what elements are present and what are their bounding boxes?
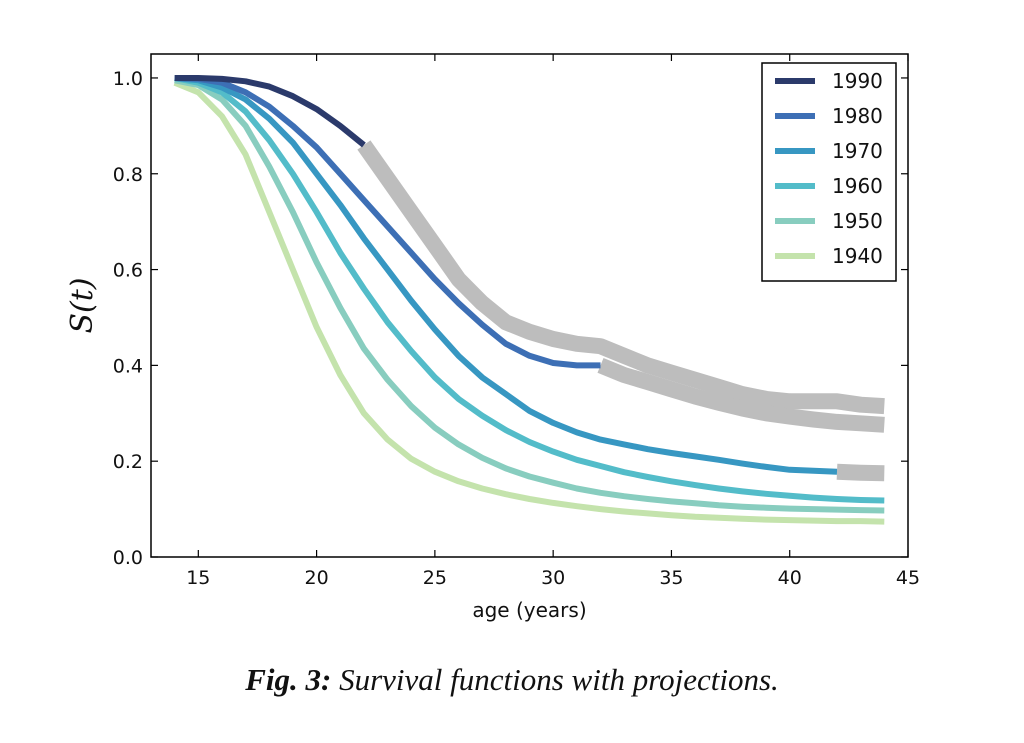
x-tick-label-30: 30 bbox=[541, 567, 565, 589]
caption-prefix: Fig. 3: bbox=[245, 662, 332, 697]
y-tick-label-0.4: 0.4 bbox=[113, 355, 143, 377]
projection-line-1 bbox=[597, 357, 885, 433]
series-line-1990 bbox=[174, 75, 366, 148]
series-line-1980 bbox=[174, 75, 601, 369]
x-tick-label-15: 15 bbox=[186, 567, 210, 589]
x-axis-label: age (years) bbox=[472, 598, 586, 622]
legend-label-1980: 1980 bbox=[832, 104, 883, 128]
legend-label-1940: 1940 bbox=[832, 244, 883, 268]
y-tick-label-0.6: 0.6 bbox=[113, 260, 143, 282]
legend-label-1960: 1960 bbox=[832, 174, 883, 198]
y-tick-label-1: 1.0 bbox=[113, 68, 143, 90]
x-tick-label-20: 20 bbox=[305, 567, 329, 589]
series-line-1950 bbox=[174, 77, 885, 514]
series-lines bbox=[173, 75, 885, 525]
y-axis-label: S(t) bbox=[65, 277, 100, 333]
x-tick-label-45: 45 bbox=[896, 567, 920, 589]
y-tick-label-0.8: 0.8 bbox=[113, 164, 143, 186]
projection-line-0 bbox=[357, 140, 885, 415]
legend: 1990 1980 1970 1960 1950 1940 bbox=[761, 62, 897, 282]
series-line-1970 bbox=[174, 75, 838, 475]
series-line-1960 bbox=[174, 75, 885, 504]
legend-frame bbox=[761, 62, 897, 282]
x-tick-label-35: 35 bbox=[659, 567, 683, 589]
legend-label-1990: 1990 bbox=[832, 69, 883, 93]
y-tick-label-0: 0.0 bbox=[113, 547, 143, 569]
projection-lines bbox=[357, 140, 885, 482]
projection-line-2 bbox=[836, 463, 885, 482]
plot-frame bbox=[150, 53, 909, 558]
x-tick-label-40: 40 bbox=[778, 567, 802, 589]
figure-caption: Fig. 3: Survival functions with projecti… bbox=[0, 662, 1024, 698]
y-tick-label-0.2: 0.2 bbox=[113, 451, 143, 473]
legend-label-1950: 1950 bbox=[832, 209, 883, 233]
caption-text: Survival functions with projections. bbox=[331, 662, 779, 697]
x-tick-label-25: 25 bbox=[423, 567, 447, 589]
axis-ticks: 15 20 25 30 35 40 45 0.0 0.2 0.4 0.6 0.8 1.0 bbox=[113, 54, 920, 589]
series-line-1940 bbox=[173, 79, 885, 525]
legend-label-1970: 1970 bbox=[832, 139, 883, 163]
